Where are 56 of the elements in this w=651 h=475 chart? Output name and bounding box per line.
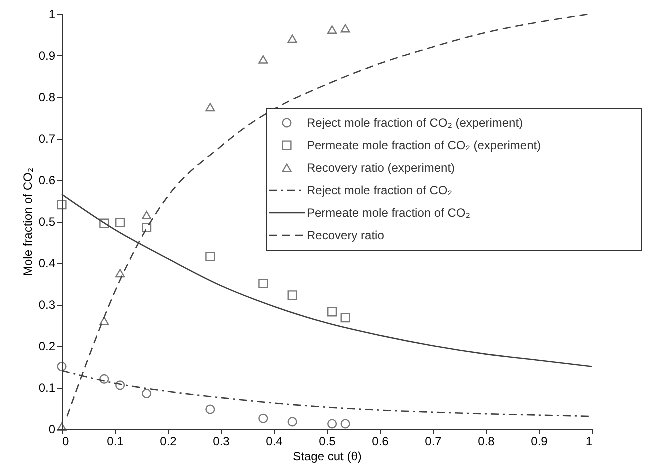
point	[116, 269, 126, 278]
y-axis-title: Mole fraction of CO₂	[20, 168, 35, 276]
x-tick-label: 0.3	[213, 434, 230, 448]
y-tick-label: 0.4	[38, 256, 56, 270]
point	[100, 316, 110, 326]
point	[142, 222, 152, 233]
point	[340, 419, 350, 429]
point	[206, 103, 216, 112]
x-tick-label: 0.2	[160, 434, 178, 448]
legend-label: Permeate mole fraction of CO₂ (experiment)	[307, 138, 542, 152]
legend-label: Recovery ratio (experiment)	[307, 161, 456, 175]
x-tick-label: 0.7	[425, 434, 442, 448]
x-axis-title: Stage cut (θ)	[293, 450, 362, 464]
legend-label: Recovery ratio	[307, 228, 385, 242]
point	[288, 417, 298, 427]
point	[116, 380, 126, 390]
point	[142, 388, 152, 398]
x-tick-label: 0	[62, 434, 70, 448]
point	[328, 419, 338, 429]
point	[340, 312, 350, 323]
x-tick-label: 1	[586, 434, 593, 448]
x-tick-label: 0.6	[372, 434, 390, 448]
x-tick-label: 0.1	[107, 434, 124, 448]
point	[328, 307, 338, 317]
x-tick-label: 0.5	[319, 434, 336, 448]
legend-label: Permeate mole fraction of CO₂	[307, 206, 471, 220]
y-tick-label: 0.5	[38, 215, 56, 229]
point	[142, 211, 152, 220]
x-tick-label: 0.4	[266, 434, 284, 448]
point	[258, 414, 268, 424]
y-tick-label: 0.8	[38, 90, 56, 104]
y-tick-label: 0.6	[38, 174, 56, 188]
y-tick-label: 0.9	[38, 49, 56, 63]
y-tick-label: 0.2	[38, 340, 56, 354]
x-tick-label: 0.9	[531, 434, 548, 448]
point	[288, 290, 298, 300]
point	[258, 55, 268, 64]
y-tick-label: 0.1	[38, 381, 56, 395]
point	[206, 404, 216, 414]
y-tick-label: 0	[48, 422, 56, 436]
legend-label: Reject mole fraction of CO₂	[307, 184, 453, 198]
y-tick-label: 0.7	[38, 132, 56, 146]
point	[340, 24, 350, 33]
y-tick-label: 1	[48, 8, 56, 22]
point	[100, 218, 110, 228]
point	[328, 26, 338, 34]
point	[258, 278, 268, 289]
y-tick-label: 0.3	[38, 298, 56, 312]
x-tick-label: 0.8	[478, 434, 496, 448]
point	[116, 218, 126, 228]
point	[206, 252, 216, 262]
point	[288, 34, 298, 44]
legend-label: Reject mole fraction of CO₂ (experiment)	[307, 116, 524, 130]
point	[100, 374, 110, 384]
point	[57, 362, 67, 372]
point	[57, 200, 67, 210]
